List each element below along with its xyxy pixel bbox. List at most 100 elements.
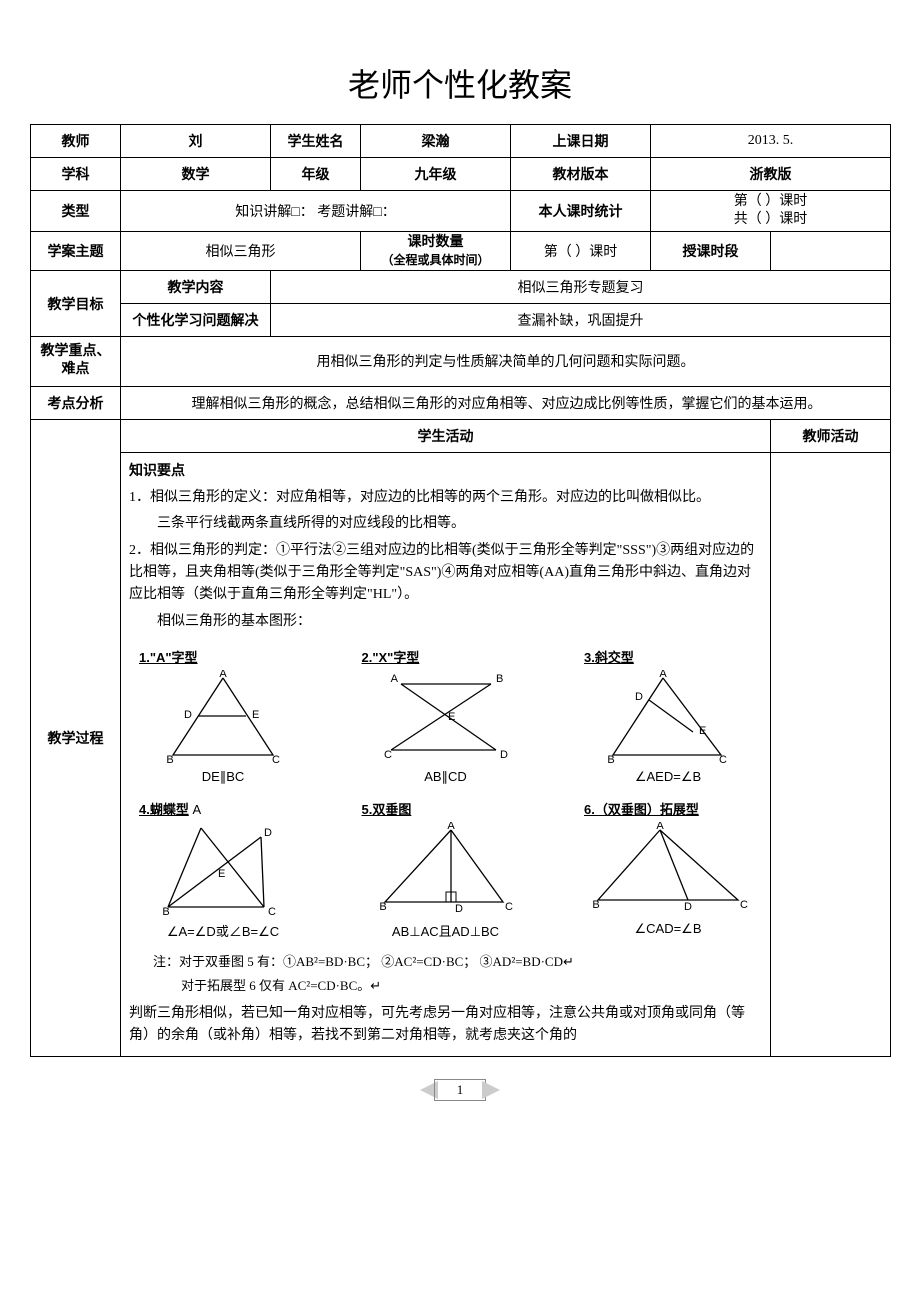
label-topic: 学案主题 [31, 232, 121, 271]
teacher-activity-content [771, 452, 891, 1056]
svg-text:C: C [740, 899, 748, 911]
fig6-svg: A B D C [588, 822, 748, 917]
val-subject: 数学 [121, 158, 271, 191]
label-goal: 教学目标 [31, 271, 121, 337]
fig3-svg: A D E B C [601, 670, 736, 765]
row-type: 类型 知识讲解□： 考题讲解□： 本人课时统计 第（ ）课时 共（ ）课时 [31, 191, 891, 232]
label-grade: 年级 [271, 158, 361, 191]
svg-text:A: A [219, 670, 227, 680]
page-footer: 1 [30, 1079, 890, 1101]
svg-text:D: D [455, 903, 463, 915]
fig4-svg: D E B C [156, 822, 291, 917]
svg-text:D: D [184, 709, 192, 721]
fig-6: 6.（双垂图）拓展型 A B D C ∠CAD=∠B [578, 799, 758, 940]
label-content: 教学内容 [121, 271, 271, 304]
fig6-caption: ∠CAD=∠B [578, 921, 758, 937]
row-focus: 教学重点、难点 用相似三角形的判定与性质解决简单的几何问题和实际问题。 [31, 337, 891, 386]
val-exam: 理解相似三角形的概念，总结相似三角形的对应角相等、对应边成比例等性质，掌握它们的… [121, 386, 891, 419]
svg-text:C: C [505, 901, 513, 913]
svg-text:A: A [447, 822, 455, 832]
fig1-title: 1."A"字型 [133, 647, 313, 666]
label-textbook: 教材版本 [511, 158, 651, 191]
svg-text:B: B [496, 673, 503, 685]
fig5-svg: A B D C [373, 822, 518, 917]
fig1-svg: A D E B C [158, 670, 288, 765]
svg-text:C: C [272, 754, 280, 765]
val-student: 梁瀚 [361, 125, 511, 158]
row-exam: 考点分析 理解相似三角形的概念，总结相似三角形的对应角相等、对应边成比例等性质，… [31, 386, 891, 419]
svg-text:D: D [500, 749, 508, 761]
val-content: 相似三角形专题复习 [271, 271, 891, 304]
fig2-caption: AB∥CD [356, 769, 536, 785]
svg-text:B: B [166, 754, 173, 765]
svg-text:B: B [162, 906, 169, 917]
svg-text:D: D [684, 901, 692, 913]
hours-line1: 第（ ）课时 [655, 193, 886, 211]
fig2-title: 2."X"字型 [356, 647, 536, 666]
header-teacher-activity: 教师活动 [771, 419, 891, 452]
hours-qty-l2: （全程或具体时间） [365, 253, 506, 269]
fig-2: 2."X"字型 A B C D E AB∥CD [356, 647, 536, 785]
fig5-title: 5.双垂图 [356, 799, 536, 818]
label-teach-time: 授课时段 [651, 232, 771, 271]
row-teacher: 教师 刘 学生姓名 梁瀚 上课日期 2013. 5. [31, 125, 891, 158]
figures-row-2: 4.蝴蝶型 A D E B C ∠A=∠D或∠B=∠C [133, 799, 758, 940]
formula-line-2: 对于拓展型 6 仅有 AC²=CD·BC。↵ [153, 974, 762, 997]
fig4-title: 4.蝴蝶型 A [133, 799, 313, 818]
svg-text:A: A [390, 673, 398, 685]
svg-text:B: B [607, 754, 614, 765]
fig-5: 5.双垂图 A B D C AB⊥AC且AD⊥BC [356, 799, 536, 940]
fig2-svg: A B C D E [376, 670, 516, 765]
hours-line2: 共（ ）课时 [655, 211, 886, 229]
val-lesson-num: 第（ ）课时 [511, 232, 651, 271]
svg-text:E: E [448, 711, 455, 723]
val-personal: 查漏补缺，巩固提升 [271, 304, 891, 337]
svg-text:D: D [264, 827, 272, 839]
svg-text:B: B [592, 899, 599, 911]
para-3: 相似三角形的基本图形： [129, 611, 762, 633]
svg-text:A: A [656, 822, 664, 832]
row-process-header: 教学过程 学生活动 教师活动 [31, 419, 891, 452]
para-1a: 1．相似三角形的定义：对应角相等，对应边的比相等的两个三角形。对应边的比叫做相似… [129, 487, 762, 509]
svg-text:E: E [252, 709, 259, 721]
hours-qty-l1: 课时数量 [365, 234, 506, 252]
label-exam: 考点分析 [31, 386, 121, 419]
fig-1: 1."A"字型 A D E B C DE∥BC [133, 647, 313, 785]
val-hours-stat: 第（ ）课时 共（ ）课时 [651, 191, 891, 232]
row-process-body: 知识要点 1．相似三角形的定义：对应角相等，对应边的比相等的两个三角形。对应边的… [31, 452, 891, 1056]
row-goal-1: 教学目标 教学内容 相似三角形专题复习 [31, 271, 891, 304]
val-textbook: 浙教版 [651, 158, 891, 191]
svg-text:C: C [268, 906, 276, 917]
figures-row-1: 1."A"字型 A D E B C DE∥BC 2." [133, 647, 758, 785]
val-teach-time [771, 232, 891, 271]
fig1-caption: DE∥BC [133, 769, 313, 785]
fig-4: 4.蝴蝶型 A D E B C ∠A=∠D或∠B=∠C [133, 799, 313, 940]
label-focus: 教学重点、难点 [31, 337, 121, 386]
lesson-plan-table: 教师 刘 学生姓名 梁瀚 上课日期 2013. 5. 学科 数学 年级 九年级 … [30, 124, 891, 1057]
row-topic: 学案主题 相似三角形 课时数量 （全程或具体时间） 第（ ）课时 授课时段 [31, 232, 891, 271]
fig5-caption: AB⊥AC且AD⊥BC [356, 921, 536, 940]
val-date: 2013. 5. [651, 125, 891, 158]
footer-ribbon-right [482, 1081, 500, 1099]
page-title: 老师个性化教案 [30, 60, 890, 106]
fig6-title: 6.（双垂图）拓展型 [578, 799, 758, 818]
label-hours-stat: 本人课时统计 [511, 191, 651, 232]
student-activity-content: 知识要点 1．相似三角形的定义：对应角相等，对应边的比相等的两个三角形。对应边的… [121, 453, 770, 1056]
para-1b: 三条平行线截两条直线所得的对应线段的比相等。 [129, 513, 762, 535]
svg-text:C: C [384, 749, 392, 761]
label-type: 类型 [31, 191, 121, 232]
fig3-title: 3.斜交型 [578, 647, 758, 666]
formula-line-1: 注：对于双垂图 5 有：①AB²=BD·BC； ②AC²=CD·BC； ③AD²… [153, 950, 762, 973]
fig-3: 3.斜交型 A D E B C ∠AED=∠B [578, 647, 758, 785]
knowledge-title: 知识要点 [129, 461, 762, 483]
svg-text:E: E [699, 725, 706, 737]
para-2: 2．相似三角形的判定：①平行法②三组对应边的比相等(类似于三角形全等判定"SSS… [129, 540, 762, 607]
header-student-activity: 学生活动 [121, 419, 771, 452]
fig4-caption: ∠A=∠D或∠B=∠C [133, 921, 313, 940]
val-focus: 用相似三角形的判定与性质解决简单的几何问题和实际问题。 [121, 337, 891, 386]
label-process: 教学过程 [31, 419, 121, 1056]
formula-note: 注：对于双垂图 5 有：①AB²=BD·BC； ②AC²=CD·BC； ③AD²… [153, 950, 762, 997]
row-subject: 学科 数学 年级 九年级 教材版本 浙教版 [31, 158, 891, 191]
val-grade: 九年级 [361, 158, 511, 191]
svg-text:D: D [635, 691, 643, 703]
